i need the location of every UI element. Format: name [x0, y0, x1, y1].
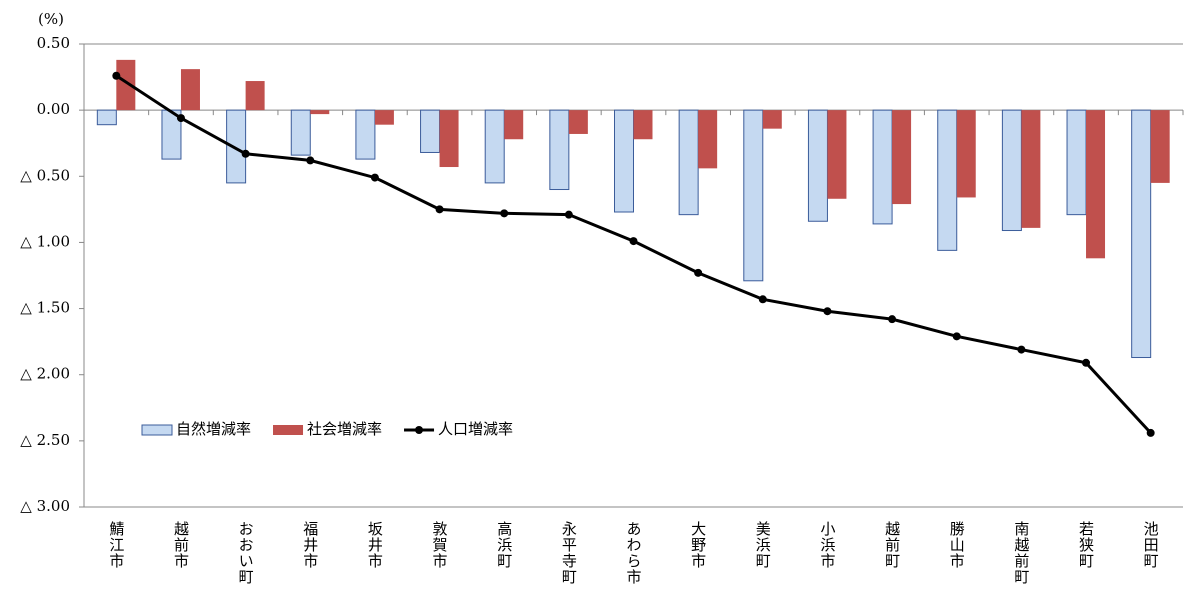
x-tick-label: 越前町 — [883, 521, 901, 569]
x-tick-label: 若狭町 — [1077, 521, 1095, 569]
bar — [116, 59, 136, 111]
bar — [807, 109, 828, 222]
bar — [1131, 109, 1152, 359]
bar — [1086, 110, 1106, 259]
y-tick-label: △ 1.50 — [20, 299, 70, 317]
marker — [435, 205, 444, 214]
marker — [888, 315, 897, 324]
bar — [245, 81, 265, 111]
unit-label: (%) — [38, 10, 64, 28]
y-tick-label: 0.00 — [37, 100, 70, 118]
bar — [743, 109, 764, 282]
legend-label: 自然増減率 — [176, 420, 251, 438]
bar — [549, 109, 570, 191]
x-tick-label: 美浜町 — [754, 521, 772, 569]
marker — [306, 156, 315, 165]
y-tick-label: △ 1.00 — [20, 232, 70, 250]
bar — [484, 109, 505, 184]
y-tick-label: △ 3.00 — [20, 497, 70, 515]
marker — [500, 209, 509, 218]
bar — [439, 110, 459, 168]
x-tick-label: 越前市 — [172, 521, 190, 569]
bar — [180, 69, 200, 111]
legend-swatch — [141, 424, 173, 436]
bar — [698, 110, 718, 169]
marker — [1146, 428, 1155, 437]
bar — [374, 110, 394, 125]
marker — [629, 237, 638, 246]
bar — [614, 109, 634, 213]
marker — [176, 114, 185, 123]
x-tick-label: おおい町 — [237, 521, 255, 585]
legend-marker — [415, 426, 424, 434]
y-tick-label: △ 2.50 — [20, 431, 70, 449]
x-tick-label: 高浜町 — [495, 521, 513, 569]
bar — [504, 110, 524, 140]
bar — [96, 109, 117, 126]
bar — [1066, 109, 1087, 216]
marker — [758, 295, 767, 304]
bar — [633, 110, 653, 140]
marker — [241, 149, 250, 158]
legend-label: 人口増減率 — [438, 420, 513, 438]
y-tick-label: △ 0.50 — [20, 166, 70, 184]
x-tick-label: 池田町 — [1142, 521, 1160, 569]
x-tick-label: 大野市 — [689, 521, 707, 569]
x-tick-label: あわら市 — [625, 521, 643, 585]
bar — [872, 109, 893, 225]
bar — [568, 110, 588, 134]
marker — [1082, 358, 1091, 367]
bar — [1150, 110, 1170, 183]
bar — [1001, 109, 1022, 232]
x-tick-label: 坂井市 — [366, 521, 384, 569]
bar — [956, 110, 976, 198]
x-tick-label: 鯖江市 — [107, 520, 125, 569]
x-tick-label: 永平寺町 — [560, 521, 578, 585]
x-tick-label: 勝山市 — [948, 521, 966, 569]
legend-label: 社会増減率 — [307, 420, 382, 438]
marker — [952, 332, 961, 341]
y-tick-label: △ 2.00 — [20, 365, 70, 383]
marker — [1017, 345, 1026, 354]
bar — [937, 109, 958, 251]
marker — [823, 307, 832, 316]
bar — [290, 109, 311, 156]
bar — [310, 110, 330, 115]
marker — [370, 173, 379, 182]
legend-swatch — [273, 425, 304, 435]
bar — [892, 110, 912, 205]
x-tick-label: 南越前町 — [1012, 521, 1030, 585]
bar — [355, 109, 376, 160]
x-tick-label: 福井市 — [301, 521, 319, 569]
marker — [694, 268, 703, 277]
bar — [420, 109, 441, 153]
marker — [112, 71, 121, 80]
bar — [827, 110, 847, 199]
bar — [226, 109, 247, 184]
y-tick-label: 0.50 — [37, 34, 70, 52]
bar — [762, 110, 782, 129]
marker — [564, 210, 573, 219]
bar — [1021, 110, 1041, 228]
x-tick-label: 敦賀市 — [431, 521, 449, 569]
bar — [678, 109, 699, 216]
x-tick-label: 小浜市 — [818, 521, 836, 569]
